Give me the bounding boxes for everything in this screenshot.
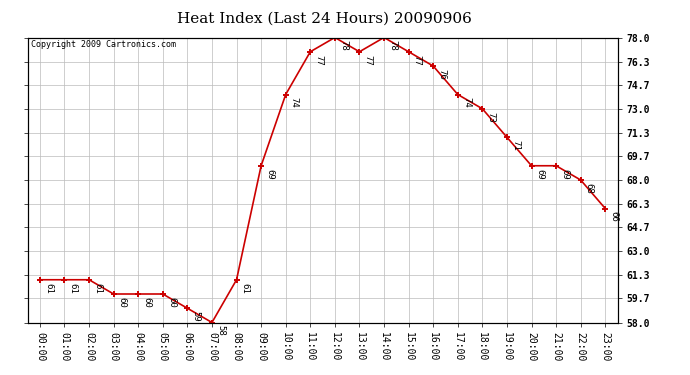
Text: 61: 61 — [68, 282, 78, 293]
Text: 69: 69 — [560, 168, 569, 179]
Text: 77: 77 — [413, 54, 422, 65]
Text: 78: 78 — [388, 40, 397, 51]
Text: 77: 77 — [315, 54, 324, 65]
Text: 77: 77 — [364, 54, 373, 65]
Text: 71: 71 — [511, 140, 520, 151]
Text: 68: 68 — [585, 183, 594, 194]
Text: 60: 60 — [142, 297, 151, 307]
Text: 74: 74 — [290, 97, 299, 108]
Text: 69: 69 — [265, 168, 275, 179]
Text: 78: 78 — [339, 40, 348, 51]
Text: 74: 74 — [462, 97, 471, 108]
Text: 69: 69 — [535, 168, 544, 179]
Text: 61: 61 — [44, 282, 53, 293]
Text: 61: 61 — [241, 282, 250, 293]
Text: 60: 60 — [167, 297, 176, 307]
Text: 58: 58 — [216, 325, 225, 336]
Text: 59: 59 — [192, 311, 201, 322]
Text: 60: 60 — [118, 297, 127, 307]
Text: Heat Index (Last 24 Hours) 20090906: Heat Index (Last 24 Hours) 20090906 — [177, 11, 472, 25]
Text: 76: 76 — [437, 69, 446, 80]
Text: 61: 61 — [93, 282, 102, 293]
Text: 73: 73 — [486, 111, 495, 122]
Text: Copyright 2009 Cartronics.com: Copyright 2009 Cartronics.com — [30, 40, 175, 50]
Text: 66: 66 — [609, 211, 618, 222]
